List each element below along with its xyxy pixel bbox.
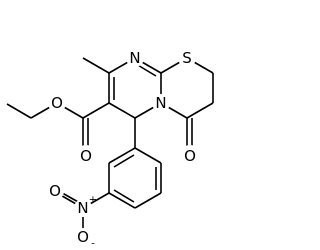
bond <box>108 102 136 119</box>
label-mask <box>74 228 92 246</box>
bond <box>186 102 214 119</box>
molecule-diagram: N S N O O O N + O O - <box>6 49 214 250</box>
atom-charge: - <box>91 239 95 250</box>
label-mask <box>152 94 170 112</box>
label-mask <box>181 145 199 163</box>
label-mask <box>77 145 95 163</box>
atom-labels: N S N O O O N + O O - <box>46 49 199 250</box>
bond <box>82 102 110 119</box>
atom-label: N <box>129 49 140 67</box>
atom-charge: + <box>89 195 97 206</box>
label-mask <box>48 94 66 112</box>
atom-label: O <box>51 94 63 112</box>
bond <box>113 154 135 168</box>
atom-label: S <box>182 49 192 67</box>
atom-label: O <box>77 228 89 246</box>
bond <box>6 103 32 119</box>
bond <box>135 63 157 77</box>
bond <box>134 192 162 209</box>
bond <box>113 189 135 203</box>
atom-label: O <box>184 147 196 165</box>
bond <box>108 147 136 164</box>
bond <box>108 192 136 209</box>
label-mask <box>46 182 64 200</box>
atom-label: O <box>49 182 61 200</box>
atom-label: N <box>155 94 166 112</box>
bond <box>134 147 162 164</box>
bonds <box>6 57 214 236</box>
bond <box>82 57 110 74</box>
label-mask <box>126 49 144 67</box>
atom-label: O <box>80 147 92 165</box>
label-mask <box>74 199 92 217</box>
label-mask <box>178 49 196 67</box>
atom-label: N <box>77 199 88 217</box>
